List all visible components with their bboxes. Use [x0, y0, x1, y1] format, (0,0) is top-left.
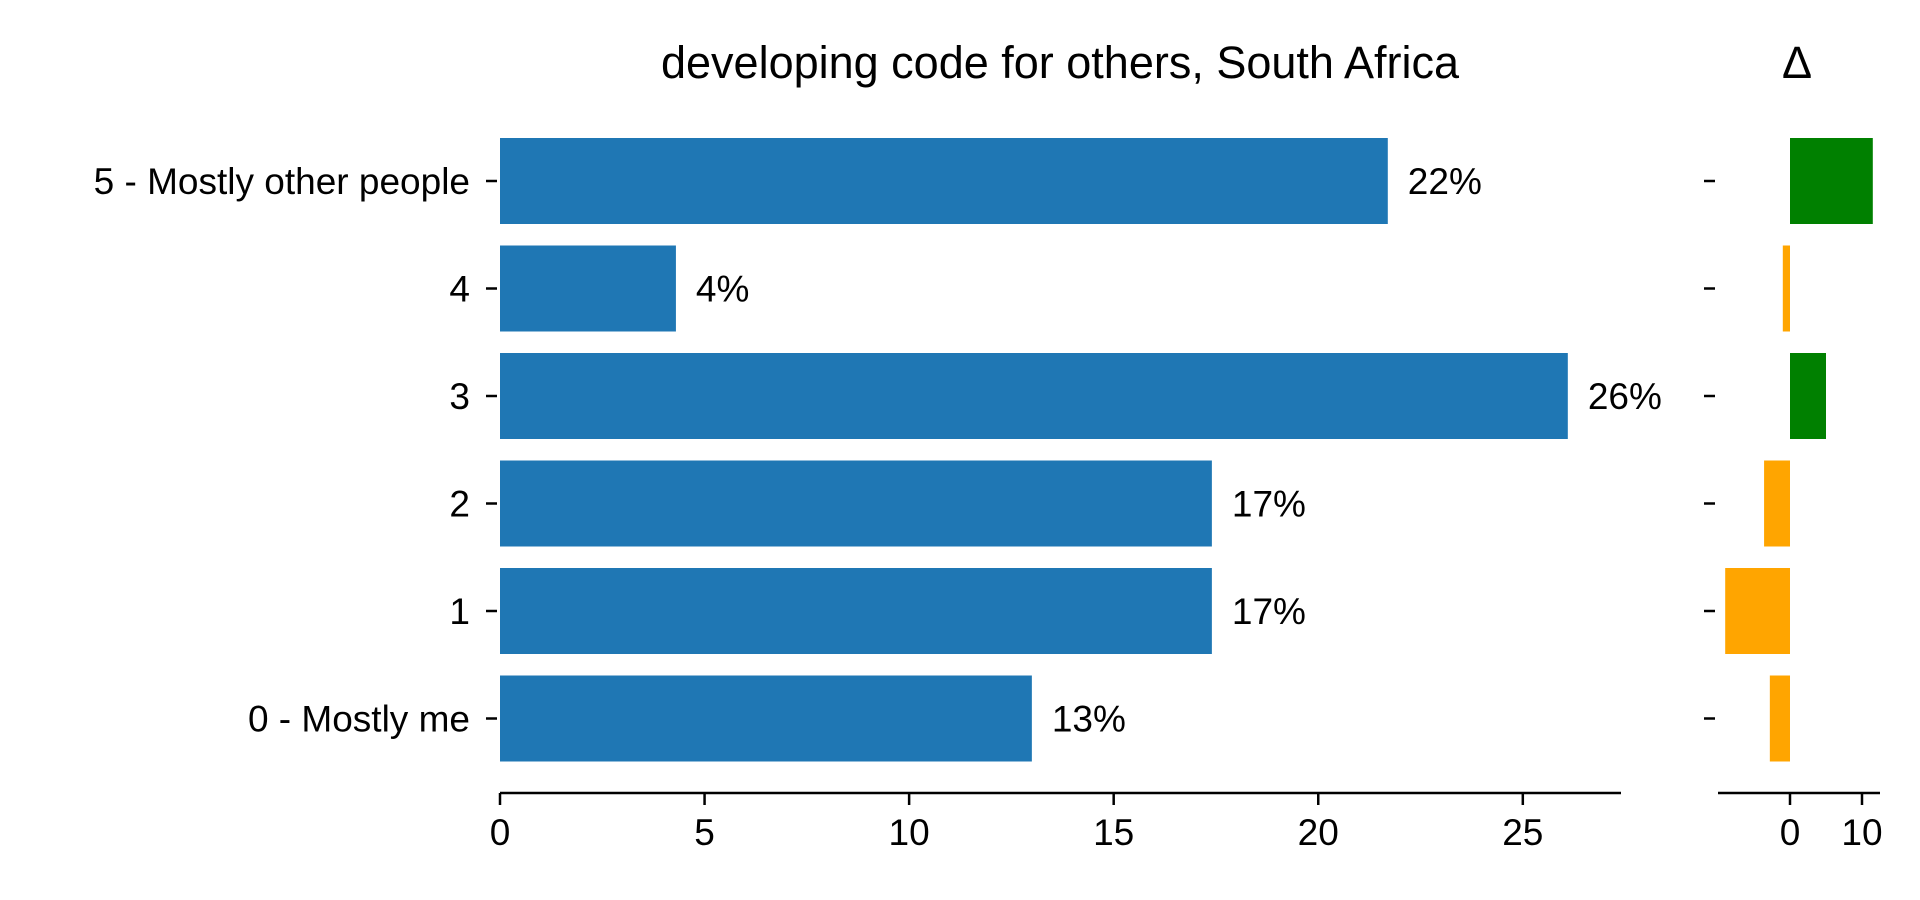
main-data-label: 22%	[1408, 161, 1482, 202]
main-y-tick-label: 0 - Mostly me	[248, 699, 470, 740]
main-x-tick-label: 5	[694, 812, 715, 853]
main-y-tick-label: 2	[449, 484, 470, 525]
main-y-tick-label: 1	[449, 591, 470, 632]
main-x-tick-label: 20	[1298, 812, 1339, 853]
main-data-label: 13%	[1052, 699, 1126, 740]
main-bar	[500, 353, 1568, 439]
main-y-tick-label: 4	[449, 269, 470, 310]
main-data-label: 4%	[696, 269, 749, 310]
main-x-tick-label: 25	[1502, 812, 1543, 853]
main-data-labels-group: 22% 4% 26% 17% 17% 13%	[696, 161, 1662, 740]
delta-y-axis	[1704, 179, 1715, 720]
delta-x-axis: 0 10	[1718, 791, 1883, 853]
main-y-axis: 5 - Mostly other people 4 3 2 1 0 - Mostly me	[94, 161, 497, 740]
delta-bar-negative	[1764, 460, 1790, 547]
main-chart-title: developing code for others, South Africa	[661, 37, 1460, 88]
main-data-label: 26%	[1588, 376, 1662, 417]
delta-x-tick-label: 0	[1780, 812, 1801, 853]
main-bars-group	[500, 138, 1568, 762]
main-x-axis: 0 5 10 15 20 25	[490, 791, 1621, 853]
main-y-tick-label: 3	[449, 376, 470, 417]
main-x-tick-label: 0	[490, 812, 511, 853]
delta-bars-group	[1725, 138, 1873, 762]
delta-bar-negative	[1769, 675, 1790, 762]
main-x-tick-label: 10	[889, 812, 930, 853]
delta-bar-positive	[1790, 353, 1826, 439]
delta-bar-negative	[1782, 245, 1790, 332]
delta-bar-negative	[1725, 568, 1790, 654]
main-data-label: 17%	[1232, 591, 1306, 632]
main-bar	[500, 675, 1032, 762]
main-bar	[500, 460, 1212, 547]
main-bar	[500, 138, 1388, 224]
main-bar	[500, 245, 676, 332]
main-y-tick-label: 5 - Mostly other people	[94, 161, 470, 202]
main-data-label: 17%	[1232, 484, 1306, 525]
main-bar	[500, 568, 1212, 654]
delta-chart-title: Δ	[1782, 37, 1812, 88]
delta-x-tick-label: 10	[1841, 812, 1882, 853]
delta-bar-positive	[1790, 138, 1873, 224]
main-x-tick-label: 15	[1093, 812, 1134, 853]
